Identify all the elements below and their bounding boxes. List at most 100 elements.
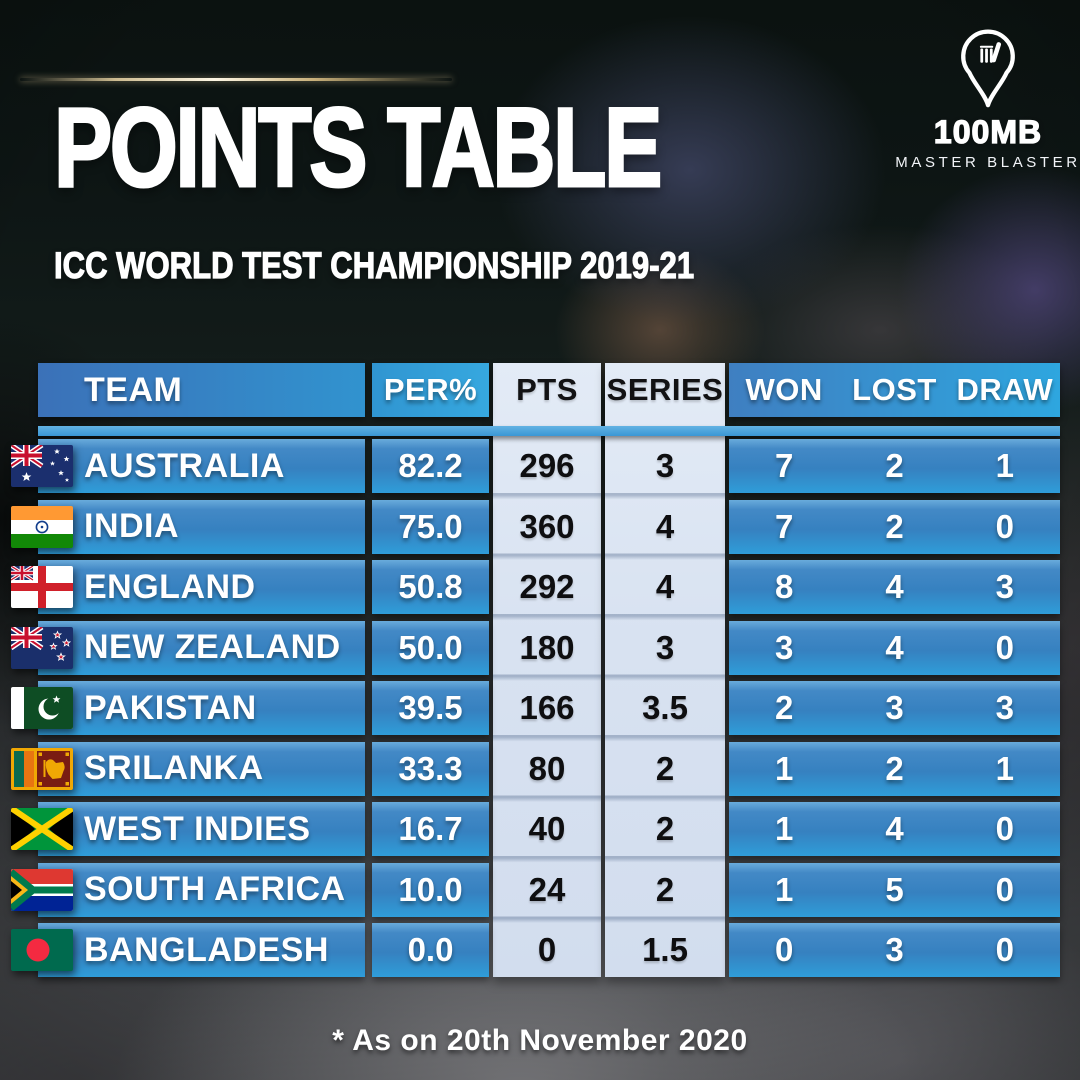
pts-value: 296 — [519, 447, 575, 484]
team-name: SOUTH AFRICA — [84, 870, 346, 908]
lost-value: 4 — [885, 628, 904, 666]
pts-value: 180 — [519, 628, 575, 666]
map-pin-cricket-icon — [961, 29, 1015, 108]
results-group: 3 4 0 — [729, 620, 1060, 675]
per-percent-value: 10.0 — [372, 862, 489, 917]
draw-value: 1 — [995, 447, 1014, 484]
table-row: SOUTH AFRICA 10.0 24 2 1 5 0 — [11, 862, 1060, 917]
column-header-pts: PTS — [516, 372, 578, 407]
draw-value: 0 — [995, 870, 1014, 908]
table-row: BANGLADESH 0.0 0 1.5 0 3 0 — [11, 923, 1060, 977]
won-value: 7 — [774, 507, 794, 545]
draw-value: 0 — [995, 810, 1014, 847]
per-percent-value: 16.7 — [372, 802, 489, 856]
table-row: PAKISTAN 39.5 166 3.5 2 3 3 — [11, 681, 1060, 735]
per-percent-value: 33.3 — [372, 741, 489, 796]
won-value: 1 — [774, 870, 794, 908]
column-header-per: PER% — [372, 363, 489, 417]
won-value: 2 — [774, 689, 794, 726]
per-percent-value: 39.5 — [372, 681, 489, 735]
series-column-band — [605, 363, 725, 977]
team-name: NEW ZEALAND — [84, 628, 341, 666]
draw-value: 1 — [995, 749, 1014, 787]
page-subtitle: ICC WORLD TEST CHAMPIONSHIP 2019-21 — [53, 245, 695, 287]
table-row: INDIA 75.0 360 4 7 2 0 — [11, 499, 1060, 554]
draw-value: 0 — [995, 507, 1014, 545]
table-row: AUSTRALIA 82.2 296 3 7 2 1 — [11, 439, 1060, 493]
won-value: 1 — [774, 810, 794, 847]
gold-accent-line — [20, 78, 452, 81]
team-name: WEST INDIES — [84, 809, 311, 848]
team-name: PAKISTAN — [84, 688, 257, 727]
west-indies-flag-icon — [11, 808, 73, 850]
table-header-row: TEAM PER% PTS SERIES WON LOST DRAW — [38, 363, 1060, 417]
table-row: NEW ZEALAND 50.0 180 3 3 4 0 — [11, 620, 1060, 675]
won-value: 3 — [774, 628, 794, 666]
pts-value: 166 — [519, 689, 575, 726]
column-header-draw: DRAW — [956, 372, 1054, 407]
series-value: 3.5 — [642, 689, 688, 726]
per-percent-value: 75.0 — [372, 499, 489, 554]
draw-value: 0 — [995, 931, 1014, 968]
pts-value: 24 — [528, 870, 566, 908]
brand-logo: 100MB MASTER BLASTER — [878, 28, 1080, 171]
results-group: 2 3 3 — [729, 681, 1060, 735]
column-header-team: TEAM — [38, 363, 365, 417]
series-value: 1.5 — [642, 931, 688, 968]
header-separator-bar — [38, 426, 1060, 436]
pts-value: 40 — [528, 810, 566, 847]
series-value: 2 — [655, 810, 675, 847]
pts-value: 0 — [537, 931, 557, 968]
points-table: TEAM PER% PTS SERIES WON LOST DRAW — [11, 363, 1060, 977]
lost-value: 4 — [885, 568, 904, 605]
india-flag-icon — [11, 505, 73, 548]
footnote: * As on 20th November 2020 — [332, 1024, 748, 1057]
table-row: ENGLAND 50.8 292 4 8 4 3 — [11, 560, 1060, 614]
brand-tagline: MASTER BLASTER — [895, 154, 1080, 171]
team-name: INDIA — [84, 507, 180, 545]
per-percent-value: 0.0 — [372, 923, 489, 977]
results-group: 7 2 0 — [729, 499, 1060, 554]
page-title: POINTS TABLE — [53, 85, 664, 210]
england-flag-icon — [11, 566, 73, 608]
cricket-stumps-bat-glyph — [979, 42, 1002, 63]
lost-value: 3 — [885, 689, 904, 726]
series-value: 2 — [655, 749, 675, 787]
column-header-won: WON — [745, 372, 823, 407]
column-header-results-group: WON LOST DRAW — [729, 363, 1060, 417]
pts-value: 360 — [519, 507, 575, 545]
results-group: 1 5 0 — [729, 862, 1060, 917]
results-group: 8 4 3 — [729, 560, 1060, 614]
table-row: WEST INDIES 16.7 40 2 1 4 0 — [11, 802, 1060, 856]
new-zealand-flag-icon — [11, 626, 73, 669]
draw-value: 0 — [995, 628, 1014, 666]
series-value: 4 — [655, 568, 675, 605]
bangladesh-flag-icon — [11, 929, 73, 971]
pakistan-flag-icon — [11, 687, 73, 729]
series-value: 3 — [655, 628, 675, 666]
team-name: AUSTRALIA — [84, 446, 285, 485]
draw-value: 3 — [995, 568, 1014, 605]
per-percent-value: 50.0 — [372, 620, 489, 675]
per-percent-value: 82.2 — [372, 439, 489, 493]
per-percent-value: 50.8 — [372, 560, 489, 614]
australia-flag-icon — [11, 445, 73, 487]
won-value: 7 — [774, 447, 794, 484]
column-header-lost: LOST — [852, 372, 937, 407]
draw-value: 3 — [995, 689, 1014, 726]
series-value: 3 — [655, 447, 675, 484]
team-name: ENGLAND — [84, 567, 256, 606]
pts-value: 292 — [519, 568, 575, 605]
south-africa-flag-icon — [11, 868, 73, 911]
team-name: BANGLADESH — [84, 930, 329, 969]
table-row: SRILANKA 33.3 80 2 1 2 1 — [11, 741, 1060, 796]
results-group: 0 3 0 — [729, 923, 1060, 977]
pts-value: 80 — [528, 749, 566, 787]
won-value: 8 — [774, 568, 794, 605]
lost-value: 4 — [885, 810, 904, 847]
results-group: 7 2 1 — [729, 439, 1060, 493]
lost-value: 2 — [885, 507, 904, 545]
lost-value: 2 — [885, 749, 904, 787]
pts-column-band — [493, 363, 601, 977]
